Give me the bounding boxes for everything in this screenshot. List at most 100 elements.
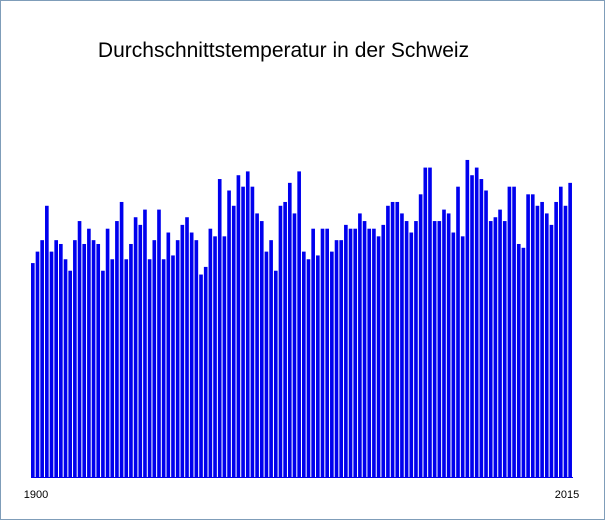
- bar-1957: [297, 171, 301, 477]
- bar-2001: [502, 221, 507, 477]
- bar-2004: [516, 243, 521, 477]
- bar-1960: [311, 228, 315, 477]
- bar-1900: [31, 263, 35, 477]
- x-tick-label-start: 1900: [24, 489, 48, 501]
- bar-1956: [292, 213, 297, 478]
- bar-1916: [105, 228, 110, 477]
- bar-1980: [404, 221, 409, 477]
- bar-1976: [386, 205, 390, 477]
- bar-1967: [344, 224, 348, 477]
- bar-1952: [273, 270, 278, 477]
- bar-2013: [558, 186, 563, 477]
- bar-1934: [189, 232, 194, 477]
- bar-1915: [101, 270, 105, 477]
- bar-2002: [507, 186, 512, 477]
- bar-1966: [339, 240, 344, 477]
- bar-2014: [563, 205, 568, 477]
- bar-1914: [96, 243, 101, 477]
- bar-1923: [138, 224, 143, 477]
- bar-2009: [540, 201, 544, 477]
- bar-1922: [133, 217, 138, 478]
- bar-1994: [470, 175, 474, 477]
- bar-1982: [414, 221, 418, 477]
- bar-1968: [348, 228, 353, 477]
- bar-2010: [544, 213, 549, 478]
- bar-1955: [287, 182, 292, 478]
- bar-1949: [259, 221, 264, 477]
- bar-1969: [353, 228, 358, 477]
- bar-1920: [124, 259, 129, 477]
- bar-2006: [526, 194, 530, 477]
- bar-2011: [549, 224, 554, 477]
- bar-1944: [236, 175, 241, 477]
- bar-1986: [432, 221, 437, 477]
- bar-1954: [283, 201, 287, 477]
- bar-1911: [82, 243, 87, 477]
- bar-1907: [63, 259, 68, 477]
- bar-1998: [488, 221, 493, 477]
- bar-1936: [199, 274, 203, 477]
- bar-1918: [115, 221, 119, 477]
- bar-1926: [152, 240, 157, 477]
- bar-1999: [493, 217, 498, 478]
- bar-1942: [227, 190, 231, 477]
- bar-1912: [87, 228, 91, 477]
- bar-1978: [395, 201, 400, 477]
- bar-1961: [316, 255, 320, 477]
- bar-1996: [479, 179, 484, 478]
- bar-1993: [465, 159, 470, 477]
- bar-1991: [456, 186, 460, 477]
- bar-1988: [442, 209, 446, 477]
- bar-1972: [367, 228, 372, 477]
- bar-1958: [302, 251, 306, 477]
- bar-2003: [512, 186, 516, 477]
- bar-1970: [358, 213, 362, 478]
- bar-1909: [73, 240, 77, 477]
- bar-1974: [376, 236, 381, 477]
- bar-1951: [269, 240, 273, 477]
- bar-1935: [194, 240, 199, 477]
- bar-1984: [423, 167, 428, 477]
- bar-1950: [264, 251, 269, 477]
- bar-1989: [446, 213, 451, 478]
- bar-1971: [362, 221, 367, 477]
- bar-2015: [568, 182, 572, 478]
- bar-1985: [428, 167, 432, 477]
- bar-1931: [175, 240, 180, 477]
- bar-1904: [49, 251, 54, 477]
- bars-group: [31, 159, 572, 478]
- bar-1975: [381, 224, 386, 477]
- bar-1939: [213, 236, 217, 477]
- bar-1924: [143, 209, 147, 477]
- bar-1965: [334, 240, 339, 477]
- bar-1990: [451, 232, 456, 477]
- bar-1905: [54, 240, 58, 477]
- bar-1959: [306, 259, 311, 477]
- bar-1933: [185, 217, 189, 478]
- bar-1910: [77, 221, 82, 477]
- bar-1919: [119, 201, 124, 477]
- bar-1995: [474, 167, 479, 477]
- bar-1947: [250, 186, 255, 477]
- bar-1908: [68, 270, 73, 477]
- bar-1941: [222, 236, 227, 477]
- bar-2012: [554, 201, 558, 477]
- bar-2005: [521, 247, 526, 477]
- bar-1943: [231, 205, 236, 477]
- bar-1921: [129, 243, 133, 477]
- bar-1929: [166, 232, 171, 477]
- bar-1945: [241, 186, 245, 477]
- bar-1973: [372, 228, 376, 477]
- chart-title: Durchschnittstemperatur in der Schweiz: [97, 39, 470, 62]
- bar-1928: [161, 259, 166, 477]
- bar-2008: [535, 205, 540, 477]
- bar-1903: [45, 205, 49, 477]
- bar-2000: [498, 209, 502, 477]
- bar-1906: [59, 243, 63, 477]
- bar-1963: [325, 228, 329, 477]
- bar-1927: [157, 209, 161, 477]
- bar-1946: [245, 171, 250, 477]
- bar-1987: [437, 221, 442, 477]
- bar-1917: [110, 259, 115, 477]
